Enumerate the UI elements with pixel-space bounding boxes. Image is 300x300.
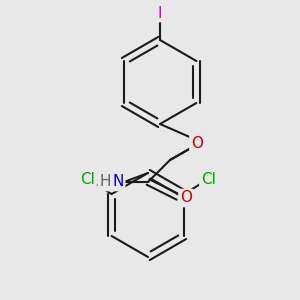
Text: I: I bbox=[158, 5, 162, 20]
Text: Cl: Cl bbox=[201, 172, 216, 188]
Text: O: O bbox=[191, 136, 203, 151]
Text: Cl: Cl bbox=[80, 172, 95, 188]
Text: H: H bbox=[99, 175, 111, 190]
Text: N: N bbox=[112, 175, 124, 190]
Text: O: O bbox=[180, 190, 192, 206]
